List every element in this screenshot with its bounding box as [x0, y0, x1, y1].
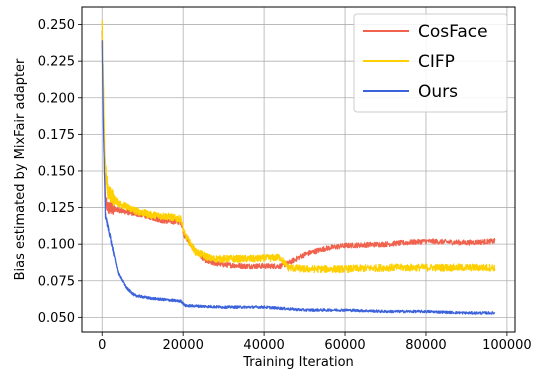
x-tick-label: 20000	[162, 338, 203, 353]
legend: CosFace CIFP Ours	[353, 13, 508, 113]
x-tick-label: 100000	[482, 338, 532, 353]
y-tick-label: 0.225	[38, 55, 75, 70]
plot-frame	[81, 6, 516, 333]
x-tick-label: 80000	[405, 338, 446, 353]
legend-entries: CosFace CIFP Ours	[363, 22, 488, 102]
legend-label-cifp: CIFP	[418, 52, 455, 72]
legend-box	[353, 13, 508, 113]
x-tick-label: 40000	[243, 338, 284, 353]
y-tick-label: 0.075	[38, 274, 75, 289]
series-line-cifp	[101, 20, 496, 274]
y-axis-label: Bias estimated by MixFair adapter	[13, 58, 28, 280]
y-tick-label: 0.050	[38, 311, 75, 326]
legend-label-ours: Ours	[418, 82, 458, 102]
y-tick-label: 0.250	[38, 18, 75, 33]
y-tick-label: 0.100	[38, 238, 75, 253]
tick-layer: 0 20000 40000 60000 80000 100000 0.050 0.075 0.1…	[38, 18, 532, 353]
series-line-ours	[101, 40, 496, 315]
y-tick-label: 0.150	[38, 164, 75, 179]
x-tick-label: 60000	[324, 338, 365, 353]
y-tick-label: 0.175	[38, 128, 75, 143]
series-layer	[101, 20, 496, 315]
x-tick-label: 0	[98, 338, 106, 353]
series-line-cosface	[101, 29, 496, 270]
legend-label-cosface: CosFace	[418, 22, 488, 42]
y-tick-label: 0.200	[38, 91, 75, 106]
grid-layer	[82, 7, 515, 332]
y-tick-label: 0.125	[38, 201, 75, 216]
x-axis-label: Training Iteration	[242, 355, 354, 370]
